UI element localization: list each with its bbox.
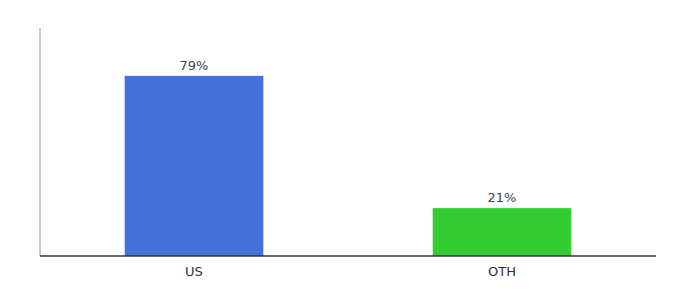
chart: US OTH 79% 21%: [0, 0, 680, 300]
chart-container: US OTH 79% 21%: [0, 0, 680, 300]
bar: [433, 208, 572, 256]
data-label: 21%: [488, 190, 517, 205]
data-label: 79%: [180, 58, 209, 73]
bar: [125, 76, 264, 256]
x-axis-line: [40, 255, 656, 257]
y-axis-line: [40, 28, 41, 256]
bars: [125, 76, 572, 256]
x-tick-label: OTH: [488, 264, 516, 279]
x-tick-label: US: [185, 264, 203, 279]
